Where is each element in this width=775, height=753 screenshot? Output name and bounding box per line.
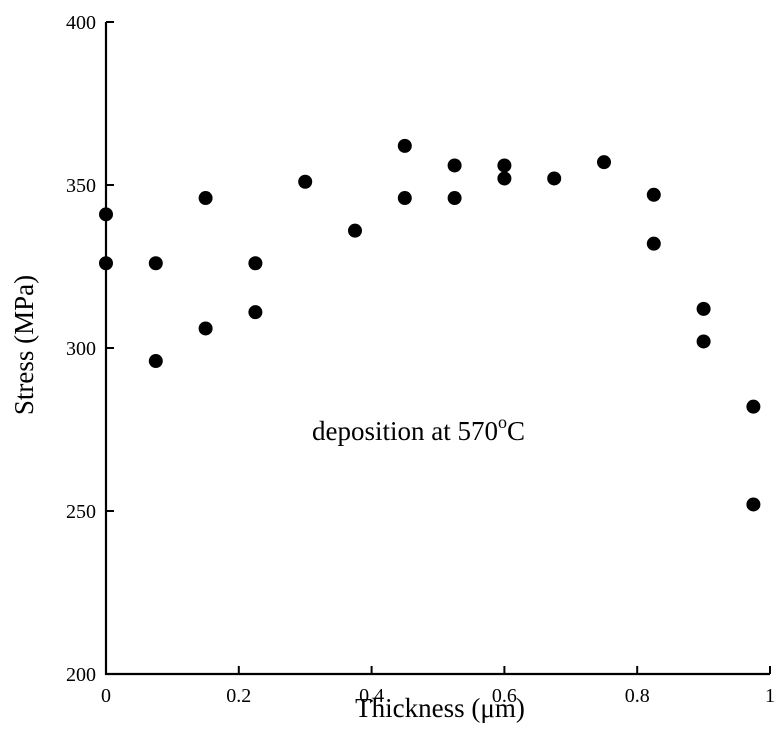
data-point: [148, 354, 163, 369]
data-point: [248, 305, 263, 320]
data-point: [248, 256, 263, 271]
axis-frame: [104, 22, 770, 676]
annotation-main: deposition at 570: [312, 416, 498, 446]
annotation-unit: C: [507, 416, 525, 446]
data-point: [447, 158, 462, 173]
annotation-degree-sup: o: [498, 412, 507, 432]
data-point: [646, 236, 661, 251]
x-tick-label: 0.2: [226, 685, 251, 707]
y-tick-label: 300: [66, 338, 96, 360]
x-axis-ticks: 0 0.2 0.4 0.6 0.8 1: [101, 666, 775, 707]
y-tick-label: 350: [66, 175, 96, 197]
y-tick-label: 400: [66, 12, 96, 34]
data-point: [148, 256, 163, 271]
data-points: [99, 138, 761, 512]
y-tick-label: 250: [66, 501, 96, 523]
x-tick-label: 0.8: [625, 685, 650, 707]
data-point: [646, 187, 661, 202]
data-point: [696, 334, 711, 349]
y-tick-label: 200: [66, 664, 96, 686]
data-point: [198, 191, 213, 206]
data-point: [99, 207, 113, 222]
data-point: [348, 223, 362, 238]
data-point: [497, 171, 512, 186]
x-tick-label: 1: [765, 685, 775, 707]
y-axis-title: Stress (MPa): [9, 275, 39, 415]
data-point: [397, 138, 412, 153]
y-axis-ticks: 200 250 300 350 400: [66, 12, 114, 686]
data-point: [746, 399, 761, 414]
x-tick-label: 0: [101, 685, 111, 707]
data-point: [597, 155, 611, 170]
data-point: [547, 171, 562, 186]
x-tick-label: 0.4: [359, 685, 384, 707]
x-tick-label: 0.6: [492, 685, 517, 707]
plot-axes: [104, 22, 770, 676]
x-axis-title: Thickness (μm): [355, 693, 525, 723]
data-point: [99, 256, 113, 271]
data-point: [497, 158, 512, 173]
data-point: [298, 174, 313, 189]
data-point: [696, 301, 711, 316]
chart-annotation: deposition at 570oC: [312, 412, 525, 446]
data-point: [746, 497, 761, 512]
data-point: [447, 191, 462, 206]
data-point: [397, 191, 412, 206]
data-point: [198, 321, 213, 336]
